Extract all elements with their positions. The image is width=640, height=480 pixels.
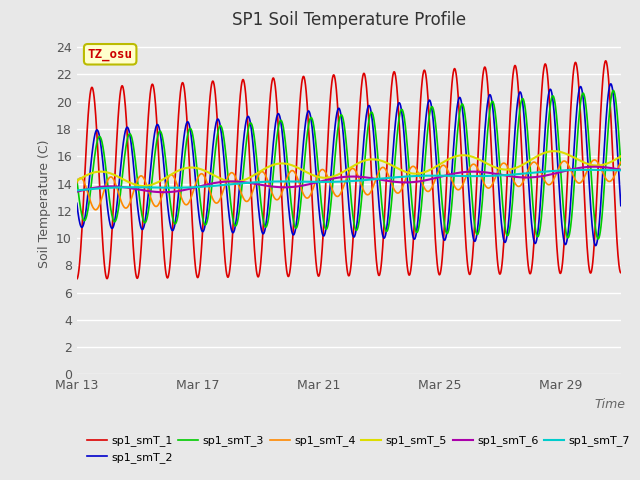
sp1_smT_4 bbox=[316, 169, 323, 175]
Text: TZ_osu: TZ_osu bbox=[88, 48, 132, 61]
sp1_smT_3 bbox=[307, 116, 314, 121]
sp1_smT_7 bbox=[315, 179, 323, 185]
sp1_smT_2 bbox=[542, 118, 550, 123]
sp1_smT_6 bbox=[542, 172, 550, 178]
sp1_smT_4 bbox=[92, 207, 100, 213]
Line: sp1_smT_5: sp1_smT_5 bbox=[77, 151, 621, 186]
sp1_smT_6 bbox=[617, 167, 625, 172]
sp1_smT_7 bbox=[617, 168, 625, 173]
sp1_smT_3 bbox=[609, 87, 617, 93]
Line: sp1_smT_1: sp1_smT_1 bbox=[77, 61, 621, 279]
Line: sp1_smT_4: sp1_smT_4 bbox=[77, 160, 621, 210]
sp1_smT_7 bbox=[362, 177, 370, 183]
X-axis label: Time: Time bbox=[595, 398, 625, 411]
sp1_smT_3 bbox=[422, 141, 430, 146]
sp1_smT_7 bbox=[105, 185, 113, 191]
sp1_smT_5 bbox=[617, 154, 625, 159]
sp1_smT_1 bbox=[315, 273, 323, 278]
sp1_smT_6 bbox=[73, 189, 81, 194]
sp1_smT_5 bbox=[363, 157, 371, 163]
sp1_smT_6 bbox=[160, 189, 168, 195]
sp1_smT_5 bbox=[550, 148, 558, 154]
sp1_smT_3 bbox=[362, 141, 370, 146]
sp1_smT_4 bbox=[73, 180, 81, 186]
sp1_smT_5 bbox=[73, 178, 81, 184]
sp1_smT_7 bbox=[422, 173, 430, 179]
sp1_smT_1 bbox=[307, 156, 314, 162]
sp1_smT_1 bbox=[422, 77, 430, 83]
Y-axis label: Soil Temperature (C): Soil Temperature (C) bbox=[38, 140, 51, 268]
Line: sp1_smT_6: sp1_smT_6 bbox=[77, 167, 621, 192]
Legend: sp1_smT_1, sp1_smT_2, sp1_smT_3, sp1_smT_4, sp1_smT_5, sp1_smT_6, sp1_smT_7: sp1_smT_1, sp1_smT_2, sp1_smT_3, sp1_smT… bbox=[83, 431, 634, 468]
sp1_smT_3 bbox=[73, 177, 81, 182]
sp1_smT_5 bbox=[542, 149, 550, 155]
sp1_smT_5 bbox=[316, 174, 323, 180]
sp1_smT_6 bbox=[307, 181, 314, 187]
sp1_smT_2 bbox=[607, 81, 614, 87]
Line: sp1_smT_2: sp1_smT_2 bbox=[77, 84, 621, 246]
sp1_smT_2 bbox=[307, 112, 314, 118]
sp1_smT_3 bbox=[617, 162, 625, 168]
sp1_smT_1 bbox=[602, 58, 609, 64]
sp1_smT_6 bbox=[105, 183, 113, 189]
sp1_smT_3 bbox=[105, 192, 113, 198]
sp1_smT_1 bbox=[73, 276, 81, 282]
sp1_smT_7 bbox=[542, 168, 550, 174]
sp1_smT_5 bbox=[307, 171, 314, 177]
sp1_smT_6 bbox=[316, 179, 323, 185]
sp1_smT_2 bbox=[422, 110, 430, 116]
sp1_smT_5 bbox=[423, 168, 431, 174]
sp1_smT_4 bbox=[307, 192, 314, 198]
sp1_smT_4 bbox=[591, 157, 598, 163]
sp1_smT_5 bbox=[140, 183, 147, 189]
Line: sp1_smT_7: sp1_smT_7 bbox=[77, 170, 621, 191]
Line: sp1_smT_3: sp1_smT_3 bbox=[77, 90, 621, 239]
sp1_smT_2 bbox=[362, 113, 370, 119]
sp1_smT_2 bbox=[592, 243, 600, 249]
sp1_smT_1 bbox=[362, 83, 370, 88]
sp1_smT_1 bbox=[105, 268, 113, 274]
Title: SP1 Soil Temperature Profile: SP1 Soil Temperature Profile bbox=[232, 11, 466, 29]
sp1_smT_2 bbox=[73, 201, 81, 206]
sp1_smT_3 bbox=[542, 156, 550, 161]
sp1_smT_4 bbox=[617, 159, 625, 165]
sp1_smT_3 bbox=[315, 175, 323, 181]
sp1_smT_6 bbox=[363, 175, 371, 180]
sp1_smT_4 bbox=[542, 180, 550, 186]
sp1_smT_4 bbox=[106, 175, 113, 180]
sp1_smT_4 bbox=[423, 188, 431, 194]
sp1_smT_7 bbox=[307, 179, 314, 185]
sp1_smT_1 bbox=[617, 270, 625, 276]
sp1_smT_4 bbox=[363, 192, 371, 197]
sp1_smT_6 bbox=[423, 177, 431, 183]
sp1_smT_7 bbox=[582, 167, 589, 173]
sp1_smT_5 bbox=[105, 170, 113, 176]
sp1_smT_2 bbox=[617, 203, 625, 208]
sp1_smT_1 bbox=[542, 62, 550, 68]
sp1_smT_2 bbox=[105, 215, 113, 221]
sp1_smT_6 bbox=[591, 164, 598, 169]
sp1_smT_7 bbox=[73, 188, 81, 193]
sp1_smT_2 bbox=[315, 206, 323, 212]
sp1_smT_3 bbox=[595, 236, 602, 242]
